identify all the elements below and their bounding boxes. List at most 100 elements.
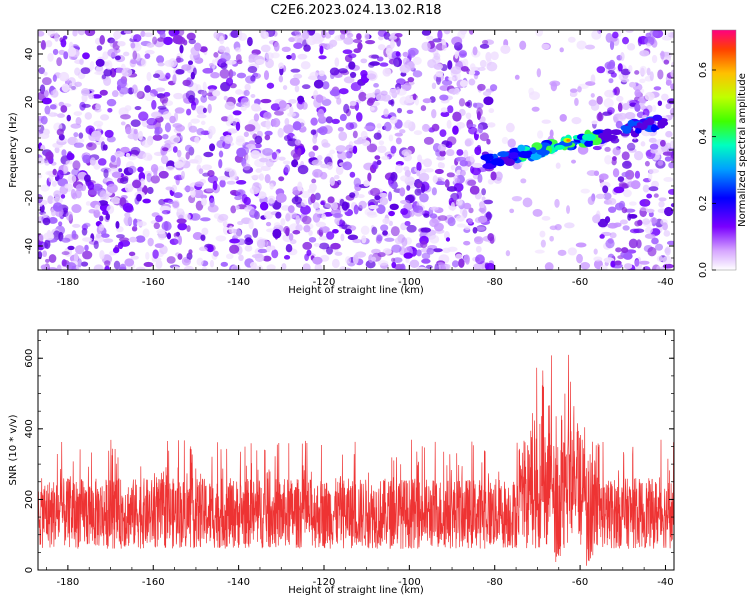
heatmap-cell [634,103,641,112]
heatmap-cell [329,176,336,186]
heatmap-cell [81,88,90,96]
heatmap-cell [60,194,66,199]
heatmap-cell [470,154,475,163]
heatmap-cell [163,36,173,46]
heatmap-cell [287,205,295,213]
heatmap-cell [604,154,613,165]
heatmap-cell [110,154,116,163]
heatmap-cell [96,45,103,51]
heatmap-cell [664,246,671,256]
heatmap-cell [395,137,402,145]
heatmap-cell [603,192,612,200]
heatmap-cell [253,113,260,122]
heatmap-cell [159,95,169,104]
heatmap-cell [91,130,102,140]
heatmap-cell [209,259,215,268]
heatmap-cell [445,148,455,157]
snr-x-tick-label: -80 [487,577,503,588]
heatmap-cell [587,196,595,206]
heatmap-cell [412,93,417,101]
heatmap-cell [452,125,459,135]
heatmap-cell [52,202,63,212]
heatmap-cell [470,165,475,174]
heatmap-cell [345,256,352,264]
heatmap-cell [95,103,101,110]
heatmap-cell [646,193,653,199]
heatmap-cell [124,105,132,112]
heatmap-cell [458,258,465,268]
heatmap-cell [158,170,169,179]
heatmap-cell [235,180,247,185]
heatmap-cell [41,77,52,86]
heatmap-cell [327,196,335,204]
heatmap-cell [403,203,414,211]
heatmap-cell [468,126,478,135]
heatmap-cell [130,119,141,128]
heatmap-cell [463,254,470,263]
heatmap-cell [420,105,427,112]
heatmap-cell [169,238,179,245]
heatmap-feature-cell [490,158,504,166]
heatmap-cell [265,221,272,227]
heatmap-cell [43,90,49,98]
heatmap-cell [389,203,399,211]
heatmap-cell [172,74,177,84]
heatmap-cell [446,172,455,178]
heatmap-cell [314,263,323,270]
heatmap-cell [71,204,82,214]
heatmap-cell [213,31,219,39]
heatmap-cell [138,130,143,141]
heatmap-cell [281,263,287,270]
heatmap-cell [175,36,186,45]
heatmap-cell [99,89,108,96]
heatmap-cell [426,247,435,255]
heatmap-cell [416,266,427,270]
heatmap-cell [232,110,242,116]
heatmap-cell [275,192,287,203]
snr-x-tick-label: -120 [313,577,336,588]
heatmap-cell [664,142,672,149]
heatmap-cell [164,122,172,133]
heatmap-cell [400,175,408,182]
heatmap-cell [146,172,152,183]
heatmap-cell [373,132,382,140]
heatmap-cell [463,149,469,159]
heatmap-cell [431,123,440,132]
heatmap-cell [445,237,451,242]
heatmap-cell [52,48,59,56]
heatmap-cell [120,146,130,153]
heatmap-cell [315,94,324,103]
heatmap-cell [391,91,398,99]
heatmap-cell [89,157,96,166]
heatmap-cell [136,193,142,202]
heatmap-cell [639,260,650,265]
heatmap-cell [371,226,378,235]
heatmap-cell [390,226,400,237]
heatmap-cell [157,105,167,110]
heatmap-cell [628,201,637,206]
heatmap-cell [117,41,126,47]
heatmap-cell [85,201,91,206]
heatmap-cell [251,174,262,179]
heatmap-cell [84,244,89,252]
heatmap-cell [463,202,472,210]
heatmap-cell [540,239,546,248]
heatmap-cell [196,105,206,116]
heatmap-cell [133,34,142,43]
heatmap-cell [461,165,469,172]
heatmap-cell [365,40,376,45]
heatmap-cell [176,55,181,64]
heatmap-cell [477,123,484,134]
heatmap-cell [200,120,206,126]
heatmap-cell [660,50,665,60]
heatmap-cell [166,256,176,264]
heatmap-cell [647,171,653,182]
heatmap-cell [38,234,45,242]
heatmap-cell [435,74,441,85]
heatmap-cell [165,186,174,191]
heatmap-cell [539,230,546,238]
heatmap-cell [425,264,433,270]
heatmap-cell [571,159,577,164]
heatmap-cell [320,200,325,206]
heatmap-cell [220,62,228,70]
